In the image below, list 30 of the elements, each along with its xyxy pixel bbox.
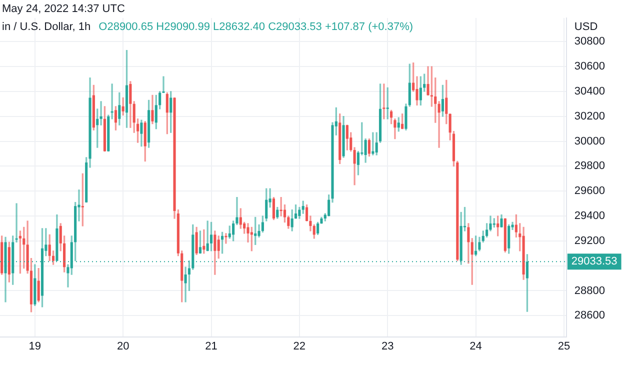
y-tick-label: 29600 [574,185,606,198]
x-tick-label: 24 [470,340,482,352]
x-tick-label: 25 [558,340,570,352]
x-tick-label: 23 [381,340,394,352]
text: May 24, 2022 14:37 UTC [2,3,125,16]
y-tick-label: 29200 [574,234,606,247]
candlestick [236,196,238,226]
y-tick-label: 30200 [574,110,606,122]
y-tick-label: 29800 [574,160,606,172]
x-tick-label: 21 [205,340,218,352]
chart-title: in / U.S. Dollar, 1h [2,21,91,34]
candlestick [15,203,18,242]
y-tick-label: 30000 [574,135,606,148]
candlestick [382,84,386,120]
candlestick [438,101,440,148]
ref-line-label: 29033.53 [571,256,618,268]
annotation: O28900.65 H29090.99 L28632.40 C29033.53 +107.87 (+0.37%) [98,21,414,34]
y-tick-label: 28600 [574,310,606,322]
y-tick-label: 30400 [574,86,606,98]
x-tick-label: 22 [293,340,306,352]
candlestick [162,76,165,94]
y-axis-title: USD [574,21,598,34]
y-tick-label: 30600 [574,60,606,73]
candlestick [100,101,102,126]
x-tick-label: 20 [116,340,130,352]
y-tick-label: 29400 [574,210,606,222]
y-tick-label: 28800 [574,284,606,297]
y-tick-label: 30800 [574,36,606,48]
x-tick-label: 19 [28,340,42,352]
candlestick [184,266,187,302]
